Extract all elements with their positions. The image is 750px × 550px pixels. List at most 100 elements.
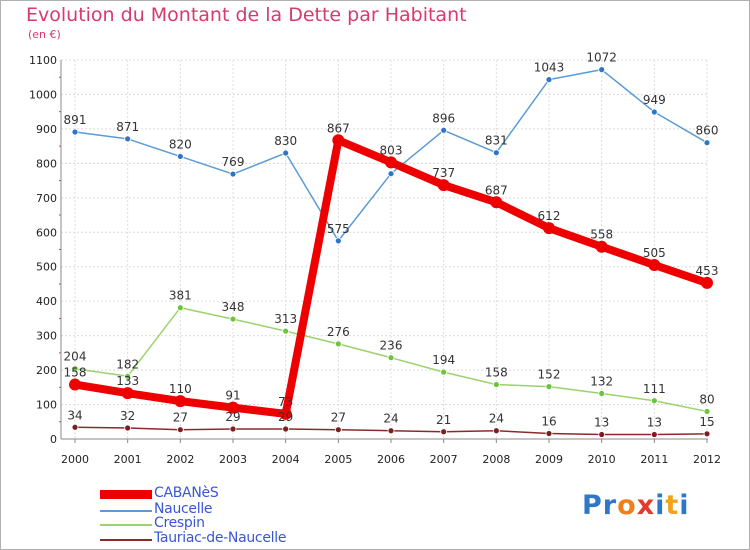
- y-tick-label: 700: [36, 192, 57, 205]
- data-label-crespin: 204: [64, 350, 87, 364]
- x-tick-label: 2003: [219, 453, 247, 466]
- data-point-naucelle: [650, 108, 658, 116]
- data-label-caban-s: 687: [485, 183, 508, 197]
- data-label-crespin: 348: [222, 300, 245, 314]
- data-point-caban-s: [648, 259, 661, 272]
- data-point-caban-s: [121, 387, 134, 400]
- data-point-caban-s: [437, 179, 450, 192]
- data-label-tauriac-de-naucelle: 24: [383, 412, 398, 426]
- data-point-naucelle: [598, 66, 606, 74]
- data-point-tauriac-de-naucelle: [545, 430, 553, 437]
- data-point-crespin: [492, 381, 500, 388]
- data-label-naucelle: 1072: [586, 51, 617, 65]
- data-label-crespin: 381: [169, 289, 192, 303]
- data-point-naucelle: [492, 149, 500, 157]
- data-label-crespin: 194: [432, 353, 455, 367]
- data-label-tauriac-de-naucelle: 16: [541, 414, 556, 428]
- data-point-tauriac-de-naucelle: [334, 426, 342, 434]
- data-point-crespin: [282, 327, 290, 335]
- data-point-crespin: [703, 408, 711, 415]
- data-point-naucelle: [703, 139, 711, 147]
- data-label-tauriac-de-naucelle: 32: [120, 409, 135, 423]
- data-label-caban-s: 453: [696, 264, 719, 278]
- data-label-tauriac-de-naucelle: 13: [647, 416, 662, 430]
- logo-letter: t: [665, 490, 680, 521]
- data-point-crespin: [71, 365, 79, 373]
- x-tick-label: 2001: [114, 453, 142, 466]
- unit-label: (en €): [28, 28, 61, 41]
- data-label-tauriac-de-naucelle: 29: [225, 410, 240, 424]
- data-point-caban-s: [279, 407, 292, 420]
- x-tick-label: 2004: [272, 453, 300, 466]
- data-label-caban-s: 867: [327, 121, 350, 135]
- data-point-crespin: [176, 304, 184, 312]
- data-point-crespin: [545, 383, 553, 391]
- data-label-naucelle: 949: [643, 93, 666, 107]
- data-label-caban-s: 505: [643, 246, 666, 260]
- x-tick-label: 2006: [377, 453, 405, 466]
- data-label-caban-s: 73: [278, 395, 293, 409]
- y-tick-label: 1000: [29, 88, 57, 101]
- x-tick-label: 2009: [535, 453, 563, 466]
- data-point-crespin: [124, 372, 132, 380]
- data-label-tauriac-de-naucelle: 34: [67, 408, 82, 422]
- data-label-caban-s: 133: [116, 374, 139, 388]
- y-tick-label: 400: [36, 295, 57, 308]
- data-point-naucelle: [229, 170, 237, 178]
- logo-letter: x: [636, 490, 656, 521]
- data-point-naucelle: [545, 76, 553, 84]
- y-tick-label: 900: [36, 123, 57, 136]
- chart-title: Evolution du Montant de la Dette par Hab…: [26, 4, 467, 26]
- data-point-crespin: [229, 315, 237, 323]
- data-point-tauriac-de-naucelle: [598, 431, 606, 438]
- y-tick-label: 800: [36, 157, 57, 170]
- legend-label-crespin: Crespin: [154, 515, 205, 531]
- data-label-naucelle: 891: [64, 113, 87, 127]
- data-label-crespin: 313: [274, 312, 297, 326]
- data-point-caban-s: [595, 240, 608, 253]
- legend-swatch-cabanes: [100, 490, 152, 499]
- data-point-naucelle: [176, 153, 184, 160]
- x-tick-label: 2010: [588, 453, 616, 466]
- data-point-tauriac-de-naucelle: [71, 423, 79, 431]
- data-label-crespin: 132: [590, 375, 613, 389]
- data-point-naucelle: [334, 237, 342, 245]
- data-point-caban-s: [701, 276, 713, 289]
- proxiti-logo: Proxiti: [582, 490, 690, 521]
- data-label-crespin: 80: [699, 392, 714, 406]
- x-tick-label: 2007: [430, 453, 458, 466]
- y-tick-label: 0: [50, 433, 57, 446]
- data-label-tauriac-de-naucelle: 27: [331, 411, 346, 425]
- data-point-tauriac-de-naucelle: [703, 430, 711, 438]
- data-label-tauriac-de-naucelle: 21: [436, 413, 451, 427]
- data-point-crespin: [650, 397, 658, 405]
- data-point-caban-s: [332, 134, 345, 147]
- data-label-tauriac-de-naucelle: 13: [594, 416, 609, 430]
- x-tick-label: 2008: [482, 453, 510, 466]
- data-label-naucelle: 831: [485, 134, 508, 148]
- data-point-tauriac-de-naucelle: [492, 427, 500, 435]
- data-label-crespin: 182: [116, 357, 139, 371]
- data-label-naucelle: 769: [222, 155, 245, 169]
- data-point-caban-s: [174, 395, 187, 408]
- data-label-naucelle: 1043: [534, 61, 565, 75]
- y-tick-label: 1100: [29, 54, 57, 67]
- x-tick-label: 2002: [166, 453, 194, 466]
- legend-label-tauriac: Tauriac-de-Naucelle: [154, 530, 287, 546]
- legend-swatch-naucelle: [100, 510, 152, 512]
- data-point-crespin: [598, 390, 606, 397]
- data-label-naucelle: 896: [432, 111, 455, 125]
- data-point-caban-s: [490, 196, 503, 209]
- data-point-crespin: [440, 368, 448, 376]
- data-point-naucelle: [440, 126, 448, 134]
- data-point-caban-s: [385, 156, 397, 169]
- data-label-crespin: 111: [643, 382, 666, 396]
- x-tick-label: 2011: [640, 453, 668, 466]
- data-point-naucelle: [71, 128, 79, 136]
- data-point-crespin: [334, 340, 342, 348]
- data-point-caban-s: [543, 222, 555, 235]
- legend-label-cabanes: CABANèS: [154, 485, 219, 501]
- data-label-naucelle: 820: [169, 137, 192, 151]
- logo-letter: o: [617, 490, 637, 521]
